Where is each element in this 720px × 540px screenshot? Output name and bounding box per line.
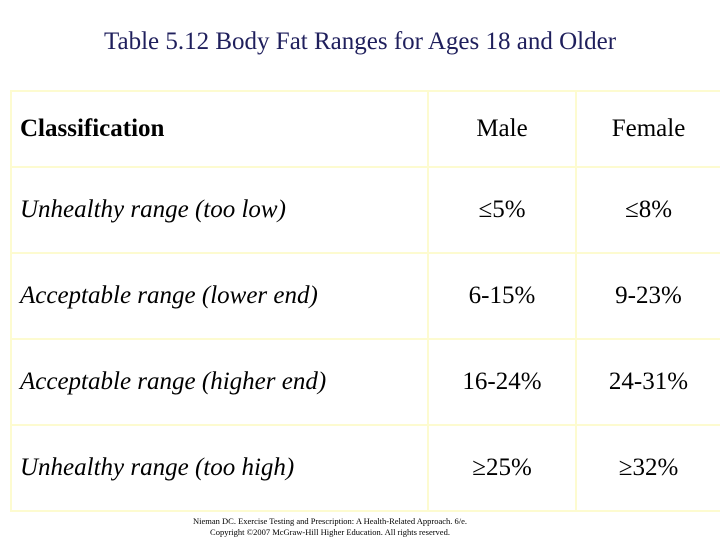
body-fat-table: Classification Male Female Unhealthy ran… <box>10 90 720 512</box>
citation-line-2: Copyright ©2007 McGraw-Hill Higher Educa… <box>210 527 450 537</box>
citation: Nieman DC. Exercise Testing and Prescrip… <box>0 516 660 538</box>
row-female-value: ≥32% <box>575 424 720 512</box>
table-row: Acceptable range (lower end) 6-15% 9-23% <box>10 252 720 340</box>
header-classification: Classification <box>10 90 429 168</box>
table-row: Unhealthy range (too high) ≥25% ≥32% <box>10 424 720 512</box>
row-male-value: ≥25% <box>427 424 577 512</box>
row-female-value: ≤8% <box>575 166 720 254</box>
row-male-value: 6-15% <box>427 252 577 340</box>
row-male-value: 16-24% <box>427 338 577 426</box>
citation-line-1: Nieman DC. Exercise Testing and Prescrip… <box>192 516 467 526</box>
header-female: Female <box>575 90 720 168</box>
table-row: Unhealthy range (too low) ≤5% ≤8% <box>10 166 720 254</box>
row-female-value: 9-23% <box>575 252 720 340</box>
row-classification: Acceptable range (higher end) <box>10 338 429 426</box>
row-female-value: 24-31% <box>575 338 720 426</box>
header-male: Male <box>427 90 577 168</box>
row-classification: Unhealthy range (too low) <box>10 166 429 254</box>
table-row: Acceptable range (higher end) 16-24% 24-… <box>10 338 720 426</box>
row-classification: Unhealthy range (too high) <box>10 424 429 512</box>
page-title: Table 5.12 Body Fat Ranges for Ages 18 a… <box>103 28 617 55</box>
table-header-row: Classification Male Female <box>10 90 720 168</box>
row-male-value: ≤5% <box>427 166 577 254</box>
row-classification: Acceptable range (lower end) <box>10 252 429 340</box>
